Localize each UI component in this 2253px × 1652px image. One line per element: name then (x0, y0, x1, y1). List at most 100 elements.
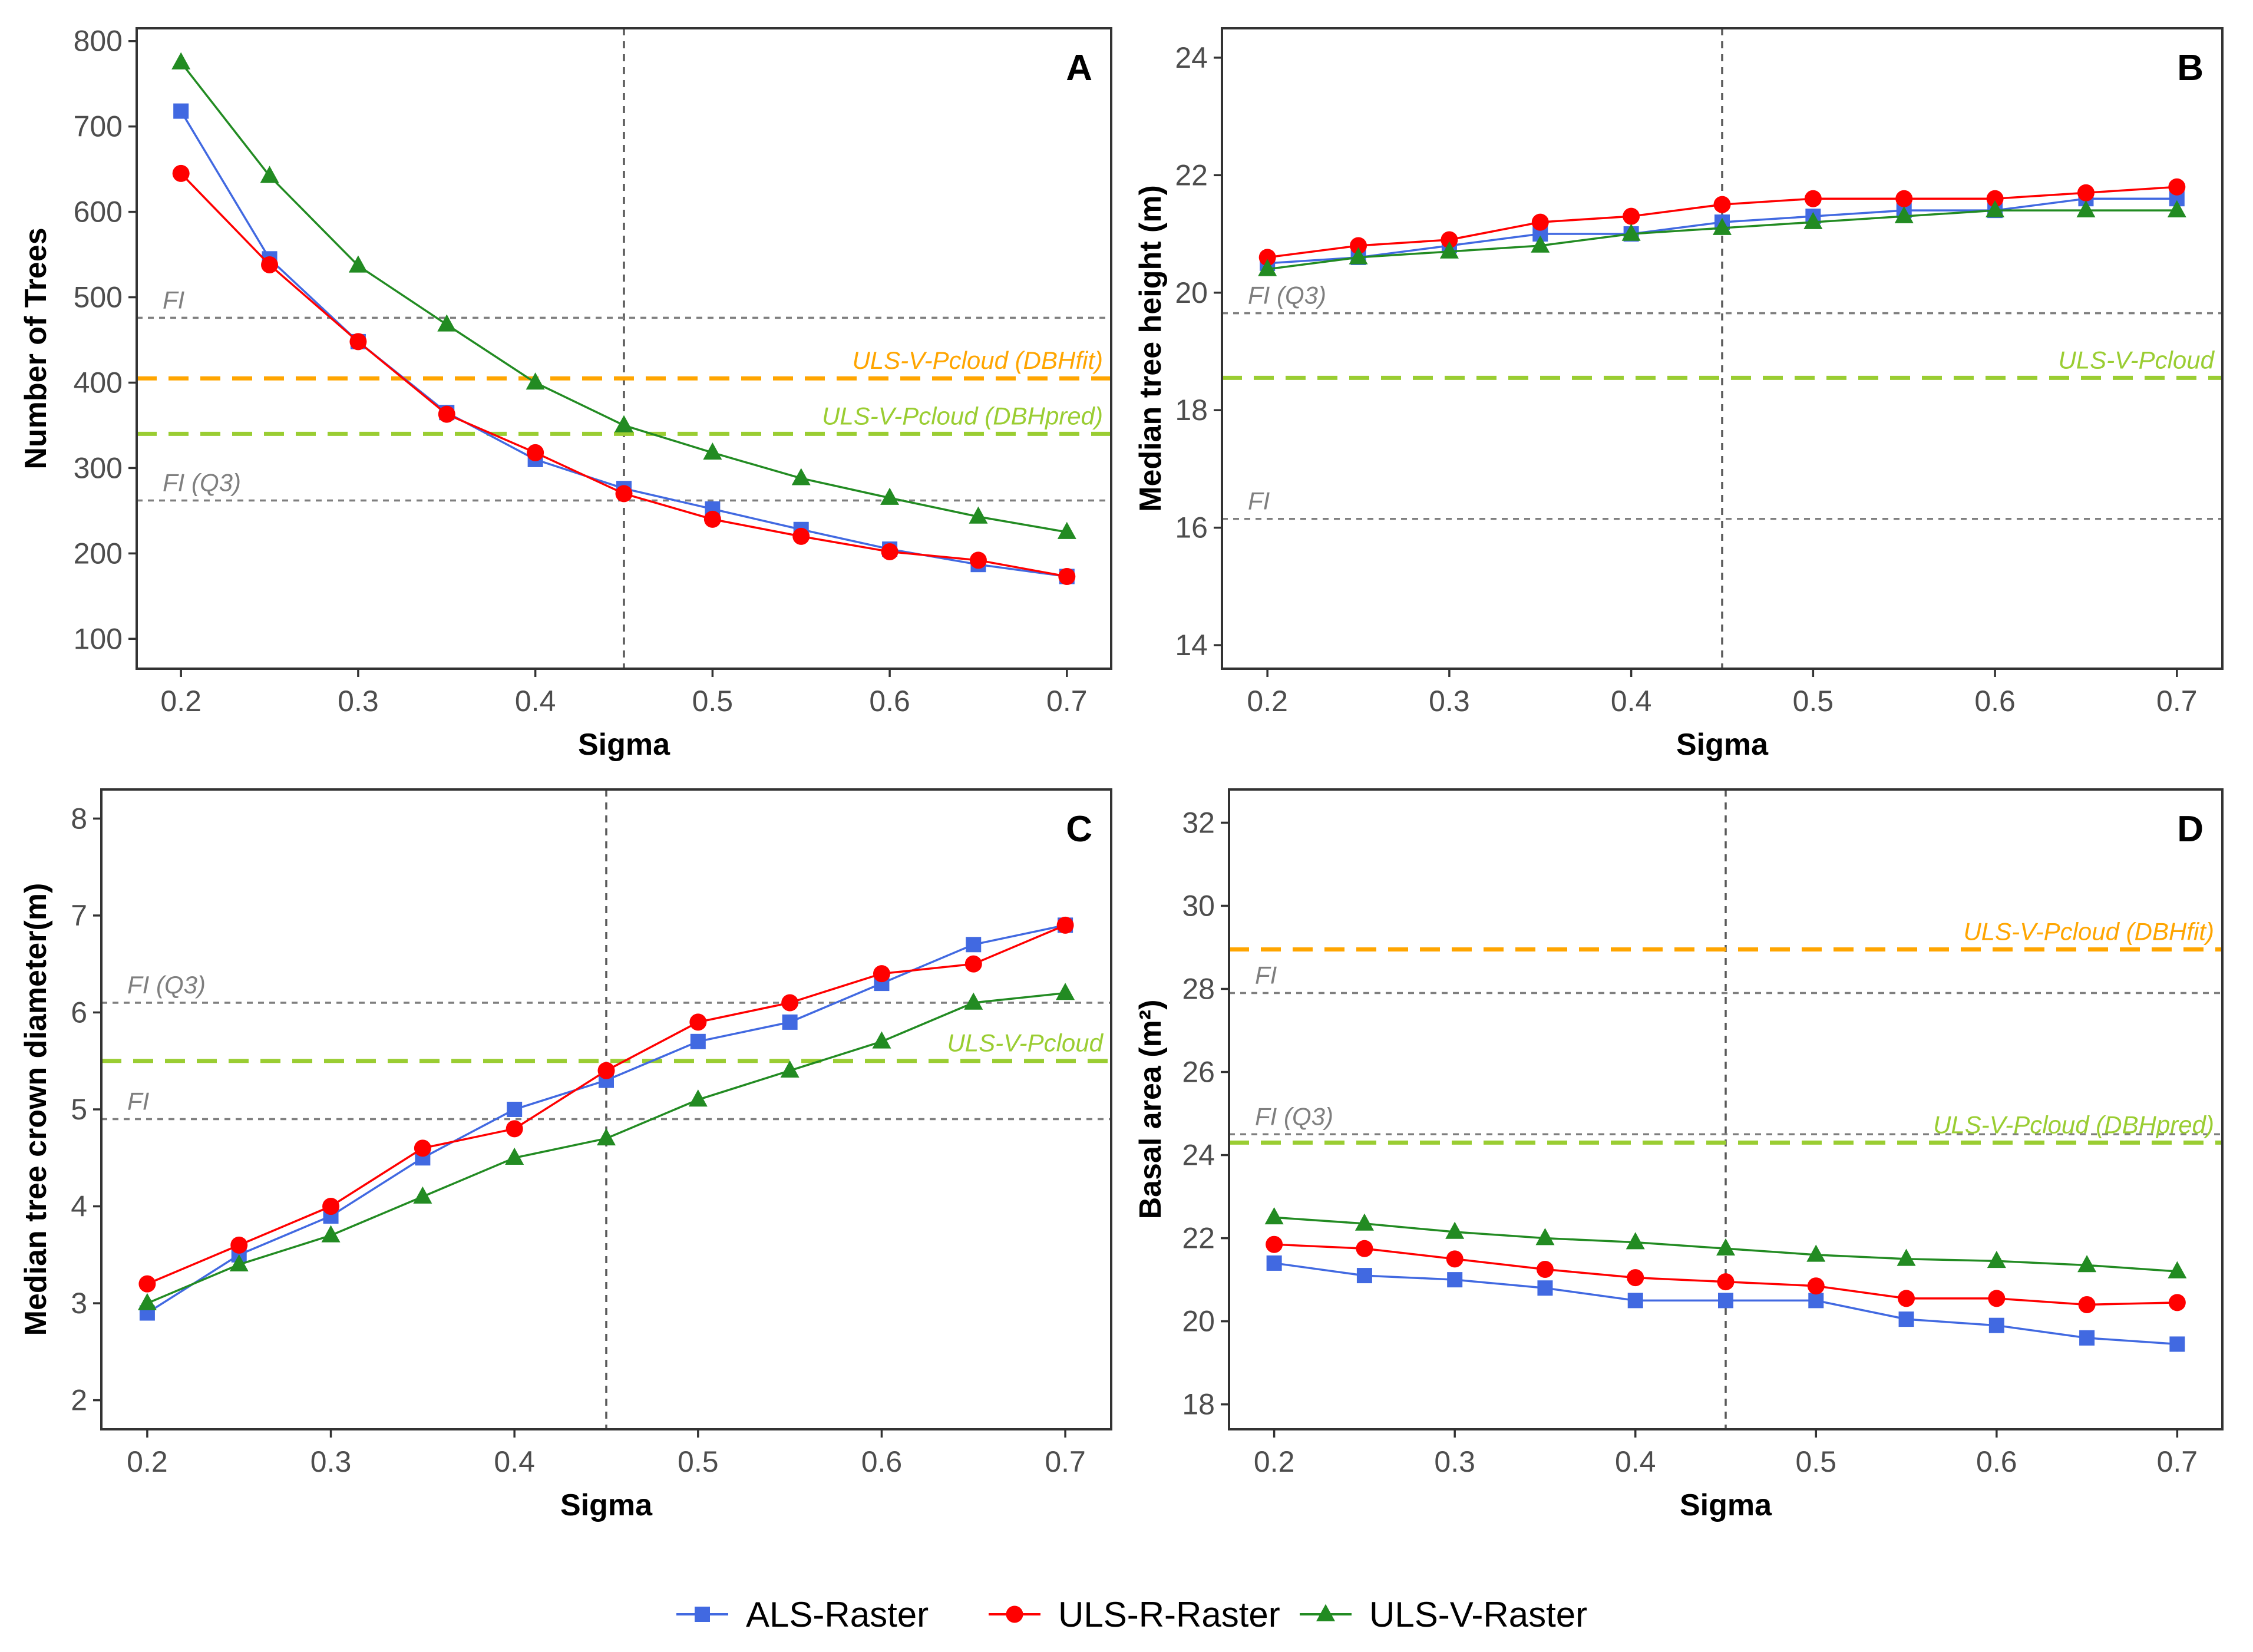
data-point (615, 415, 633, 432)
y-tick-label: 26 (1182, 1056, 1215, 1089)
data-point (506, 1120, 523, 1138)
data-point (964, 955, 982, 973)
data-point (1898, 1290, 1915, 1307)
data-point (171, 52, 191, 70)
y-tick-label: 400 (74, 366, 123, 399)
y-tick-label: 600 (74, 196, 123, 229)
x-tick-label: 0.7 (1045, 1445, 1086, 1478)
data-point (880, 487, 900, 505)
data-point (1058, 567, 1076, 585)
data-point (2078, 1296, 2096, 1313)
data-point (689, 1013, 707, 1031)
x-tick-label: 0.4 (1611, 685, 1652, 718)
data-point (1536, 1261, 1554, 1278)
panel-d: ULS-V-Pcloud (DBHfit) FI FI (Q3) ULS-V-Pclo… (1134, 788, 2224, 1522)
data-point (1445, 1221, 1465, 1239)
x-tick-label: 0.3 (310, 1445, 352, 1478)
data-point (597, 1128, 616, 1146)
data-point (1621, 223, 1641, 241)
y-tick-label: 300 (74, 451, 123, 484)
legend-label: ULS-R-Raster (1058, 1595, 1280, 1634)
data-point (1807, 1277, 1825, 1295)
data-point (1531, 213, 1549, 231)
data-point (173, 103, 189, 119)
data-point (1717, 1273, 1735, 1291)
data-point (1718, 1293, 1733, 1309)
x-tick-label: 0.6 (1976, 1445, 2017, 1478)
data-point (172, 164, 190, 182)
y-tick-label: 200 (74, 537, 123, 570)
x-tick-label: 0.2 (1247, 685, 1288, 718)
y-axis-title: Number of Trees (19, 227, 53, 469)
legend-item-uls-r-raster: ULS-R-Raster (989, 1595, 1280, 1634)
data-point (1623, 207, 1640, 225)
data-point (1716, 1238, 1735, 1256)
data-point (780, 1060, 800, 1078)
data-point (873, 965, 890, 983)
data-point (1447, 1272, 1463, 1288)
y-tick-label: 8 (71, 802, 87, 835)
data-point (1987, 1251, 2006, 1268)
x-tick-label: 0.3 (1429, 685, 1470, 718)
reference-line-label: FI (Q3) (1248, 282, 1326, 309)
y-tick-label: 18 (1175, 394, 1208, 427)
y-tick-label: 6 (71, 996, 87, 1029)
data-point (781, 994, 799, 1012)
x-tick-label: 0.4 (515, 685, 556, 718)
legend-label: ULS-V-Raster (1369, 1595, 1587, 1634)
legend-marker (1006, 1605, 1023, 1623)
y-tick-label: 5 (71, 1093, 87, 1126)
y-tick-label: 24 (1175, 41, 1208, 74)
data-point (964, 992, 983, 1010)
data-point (1441, 231, 1458, 249)
data-point (2169, 1336, 2185, 1352)
y-tick-label: 7 (71, 899, 87, 932)
x-tick-label: 0.7 (2156, 685, 2198, 718)
data-point (782, 1014, 798, 1030)
x-tick-label: 0.3 (1434, 1445, 1475, 1478)
y-tick-label: 20 (1182, 1305, 1215, 1338)
y-tick-label: 32 (1182, 806, 1215, 839)
y-tick-label: 22 (1175, 158, 1208, 191)
y-axis-title: Median tree height (m) (1134, 185, 1168, 512)
data-point (969, 506, 988, 524)
y-tick-label: 2 (71, 1384, 87, 1417)
data-point (1446, 1250, 1464, 1268)
data-point (1531, 235, 1550, 253)
data-point (260, 166, 279, 183)
y-tick-label: 800 (74, 25, 123, 58)
reference-line-label: FI (Q3) (1255, 1102, 1333, 1130)
data-point (1897, 1248, 1916, 1266)
data-point (1895, 190, 1913, 207)
x-tick-label: 0.2 (127, 1445, 168, 1478)
y-tick-label: 24 (1182, 1139, 1215, 1172)
data-point (1806, 1244, 1826, 1262)
legend-marker (695, 1607, 710, 1622)
data-point (1535, 1228, 1555, 1245)
data-point (414, 1139, 431, 1157)
data-point (1349, 247, 1368, 265)
data-point (1988, 1317, 2004, 1333)
data-point (1439, 241, 1459, 259)
data-point (1808, 1293, 1824, 1309)
data-point (1986, 200, 2005, 217)
data-point (1266, 1255, 1282, 1271)
data-point (881, 543, 898, 560)
reference-line-label: FI (127, 1087, 150, 1115)
x-tick-label: 0.7 (2157, 1445, 2198, 1478)
data-point (2076, 200, 2096, 217)
data-point (703, 442, 722, 460)
data-point (2079, 1330, 2095, 1346)
reference-line-label: FI (Q3) (163, 468, 241, 496)
data-point (1988, 1290, 2006, 1307)
data-point (615, 485, 633, 503)
data-point (2077, 1255, 2097, 1273)
panel-c: FI (Q3) ULS-V-Pcloud FI 2 3 4 5 6 7 8 0.2 0.3 0.4 0.5… (19, 788, 1112, 1522)
data-point (507, 1102, 523, 1117)
data-point (1264, 1207, 1284, 1225)
data-point (1258, 249, 1276, 266)
y-tick-label: 22 (1182, 1222, 1215, 1255)
y-tick-label: 4 (71, 1190, 87, 1223)
y-tick-label: 16 (1175, 511, 1208, 544)
x-tick-label: 0.7 (1046, 685, 1088, 718)
